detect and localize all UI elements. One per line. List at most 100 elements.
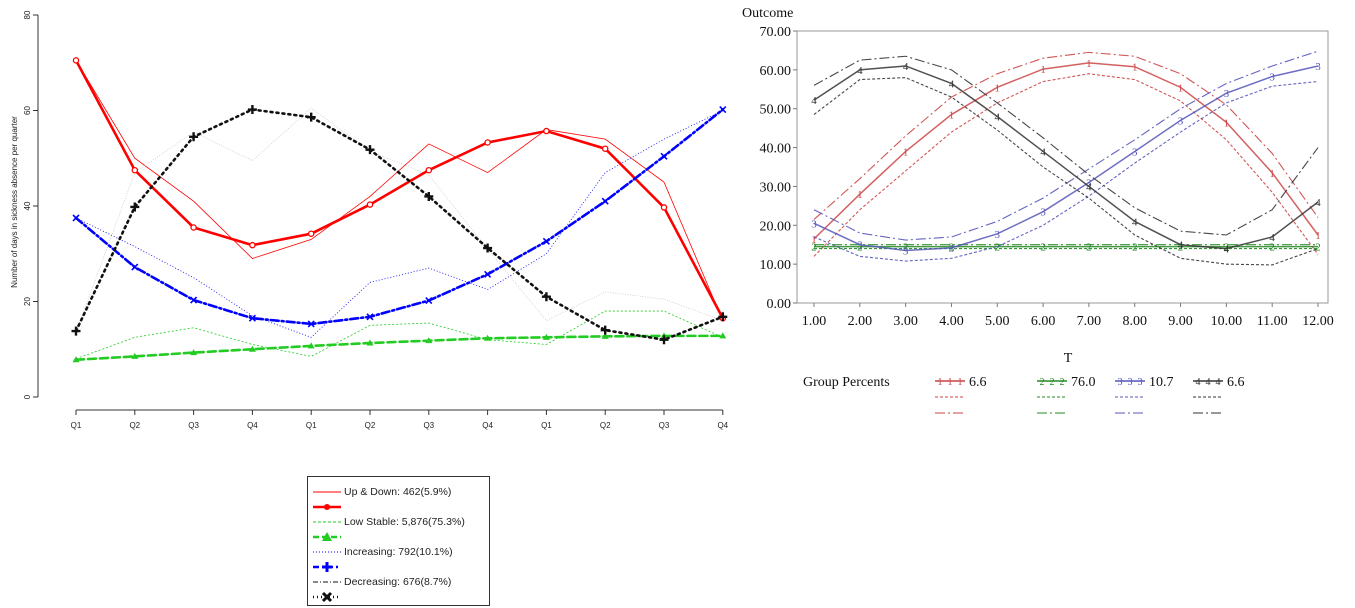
right-x-tick-label: 8.00 <box>1122 314 1147 329</box>
data-point-up-down <box>484 139 491 146</box>
observed-line-series-0 <box>75 60 724 321</box>
marker-label-group-2: 2 <box>1315 242 1321 254</box>
data-point-up-down <box>366 201 374 208</box>
legend-percent-group-4: 6.6 <box>1227 375 1245 390</box>
predicted-line-series-3 <box>74 108 725 342</box>
marker-label-group-2: 2 <box>1178 242 1184 254</box>
legend-label-up-down: Up & Down: 462(5.9%) <box>344 486 452 498</box>
data-point-increasing <box>248 314 256 322</box>
marker-label-group-1: 1 <box>1086 58 1092 70</box>
marker-label-group-4: 4 <box>995 111 1001 123</box>
left-x-tick-label: Q2 <box>129 421 140 430</box>
left-y-tick-label: 40 <box>23 201 32 210</box>
right-y-axis-title: Outcome <box>742 6 793 21</box>
marker-label-group-3: 3 <box>1040 207 1046 219</box>
data-point-low-stable <box>719 332 727 339</box>
predicted-line-series-1 <box>74 334 725 362</box>
data-point-increasing <box>601 197 609 205</box>
data-point-low-stable <box>307 342 315 349</box>
right-x-tick-label: 1.00 <box>802 314 827 329</box>
right-y-tick-label: 70.00 <box>760 25 792 40</box>
data-point-up-down <box>660 204 668 211</box>
ci-upper-line-group-3 <box>813 50 1319 241</box>
marker-label-group-2: 2 <box>857 242 863 254</box>
right-plot-frame <box>796 30 1329 304</box>
data-point-up-down <box>425 166 433 174</box>
data-point-up-down <box>543 127 550 135</box>
marker-label-group-4: 4 <box>1132 216 1138 228</box>
left-y-tick-label: 60 <box>23 106 32 115</box>
marker-label-group-4: 4 <box>1315 197 1321 209</box>
observed-line-series-1 <box>75 310 723 360</box>
right-legend-title: Group Percents <box>803 375 890 390</box>
marker-label-group-1: 1 <box>857 189 863 201</box>
data-point-decreasing <box>424 191 434 201</box>
legend-percent-group-1: 6.6 <box>969 375 987 390</box>
data-point-decreasing <box>189 132 199 142</box>
right-axes: 0.00 10.00 20.00 30.00 40.00 50.00 60.00 70.00 1… <box>760 25 1334 329</box>
left-x-tick-label: Q4 <box>247 421 258 430</box>
marker-label-group-1: 1 <box>949 110 955 122</box>
left-x-tick-label: Q3 <box>188 421 199 430</box>
legend-marker-low-stable <box>308 529 489 545</box>
data-point-decreasing <box>659 335 669 345</box>
data-point-decreasing <box>365 145 375 155</box>
right-x-tick-label: 10.00 <box>1211 314 1243 329</box>
right-x-tick-label: 7.00 <box>1077 314 1102 329</box>
left-x-tick-label: Q3 <box>423 421 434 430</box>
legend-item-increasing: Increasing: 792(10.1%) <box>308 544 489 560</box>
legend-label-low-stable: Low Stable: 5,876(75.3%) <box>344 516 465 528</box>
estimated-line-group-4 <box>813 65 1319 250</box>
legend-marker-group-2: 2 <box>1050 377 1055 388</box>
legend-marker-group-3: 3 <box>1128 377 1133 388</box>
legend-percent-group-3: 10.7 <box>1149 375 1174 390</box>
data-point-low-stable <box>190 349 198 356</box>
left-x-tick-label: Q4 <box>482 421 493 430</box>
legend-marker-up-down <box>308 499 489 515</box>
data-point-low-stable <box>601 332 609 339</box>
data-point-up-down <box>307 230 315 237</box>
data-point-decreasing <box>600 325 610 335</box>
data-point-up-down <box>190 224 197 231</box>
marker-label-group-2: 2 <box>1086 242 1092 254</box>
data-point-low-stable <box>366 339 374 346</box>
marker-label-group-1: 1 <box>995 82 1001 94</box>
ci-lower-line-group-1 <box>813 73 1319 257</box>
marker-label-group-3: 3 <box>903 246 909 258</box>
left-y-tick-label: 20 <box>23 297 32 306</box>
marker-label-group-1: 1 <box>1132 62 1138 74</box>
right-y-tick-label: 10.00 <box>760 258 792 273</box>
marker-label-group-3: 3 <box>1132 146 1138 158</box>
right-y-tick-label: 0.00 <box>767 297 792 312</box>
marker-label-group-2: 2 <box>1132 242 1138 254</box>
legend-marker-group-1: 1 <box>938 377 943 388</box>
observed-line-series-3 <box>75 107 723 333</box>
marker-label-group-4: 4 <box>1178 240 1184 252</box>
left-y-tick-label: 80 <box>23 10 32 19</box>
marker-label-group-3: 3 <box>949 243 955 255</box>
data-point-low-stable <box>425 337 433 344</box>
data-point-up-down <box>72 57 80 64</box>
right-x-tick-label: 3.00 <box>893 314 918 329</box>
right-y-tick-label: 40.00 <box>760 142 792 157</box>
marker-label-group-4: 4 <box>1040 146 1046 158</box>
marker-label-group-4: 4 <box>903 61 909 73</box>
data-point-decreasing <box>247 105 257 115</box>
right-y-tick-label: 20.00 <box>760 219 792 234</box>
data-point-increasing <box>484 270 492 278</box>
left-x-tick-label: Q1 <box>541 421 552 430</box>
legend-marker-decreasing <box>308 589 489 605</box>
data-point-low-stable <box>72 356 80 363</box>
marker-label-group-2: 2 <box>1224 242 1230 254</box>
right-x-tick-label: 12.00 <box>1302 314 1334 329</box>
left-y-tick-label: 0 <box>23 394 32 399</box>
marker-label-group-3: 3 <box>1086 178 1092 190</box>
data-point-increasing <box>307 320 315 328</box>
marker-label-group-3: 3 <box>1269 71 1275 83</box>
data-point-increasing <box>131 263 139 271</box>
right-x-tick-label: 6.00 <box>1031 314 1056 329</box>
legend-item-up-down: Up & Down: 462(5.9%) <box>308 484 489 500</box>
data-point-low-stable <box>131 352 139 359</box>
marker-label-group-1: 1 <box>1315 230 1321 242</box>
